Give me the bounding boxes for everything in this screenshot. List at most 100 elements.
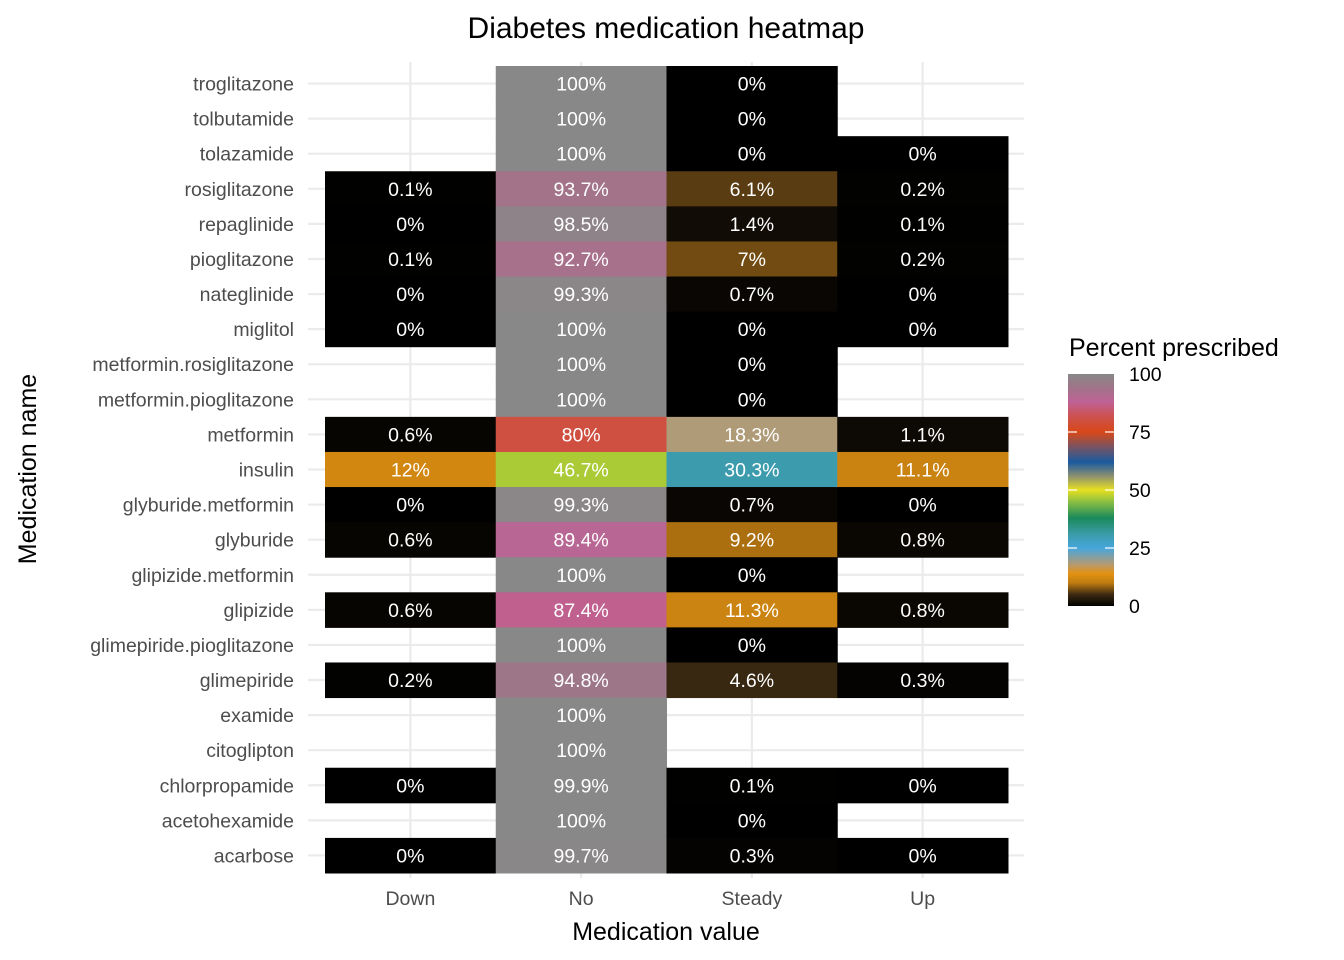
cell-value-label: 0% xyxy=(396,845,424,867)
legend-title: Percent prescribed xyxy=(1069,334,1279,362)
cell-value-label: 99.3% xyxy=(553,495,608,517)
heatmap-tile xyxy=(666,451,838,488)
y-tick-label: pioglitazone xyxy=(190,249,294,271)
heatmap-tile xyxy=(837,522,1009,558)
y-axis-title: Medication name xyxy=(14,374,42,564)
heatmap-tile xyxy=(325,767,497,804)
cell-value-label: 92.7% xyxy=(553,249,608,271)
cell-value-label: 0% xyxy=(396,214,424,236)
heatmap-tile xyxy=(666,802,838,839)
cell-value-label: 100% xyxy=(556,319,606,341)
heatmap-tile xyxy=(325,311,497,348)
heatmap-tile xyxy=(495,136,667,172)
heatmap-tile xyxy=(495,206,667,242)
y-tick-label: chlorpropamide xyxy=(160,775,294,797)
cell-value-label: 98.5% xyxy=(553,214,608,236)
heatmap-tile xyxy=(837,206,1009,242)
cell-value-label: 99.7% xyxy=(553,845,608,867)
cell-value-label: 0% xyxy=(738,635,766,657)
heatmap-tile xyxy=(666,381,838,418)
cell-value-label: 0.1% xyxy=(388,249,432,271)
heatmap-tile xyxy=(837,767,1009,804)
heatmap-tile xyxy=(666,241,838,278)
cell-value-label: 1.1% xyxy=(900,424,944,446)
y-tick-label: acarbose xyxy=(214,845,294,867)
legend-tick-label: 50 xyxy=(1129,480,1151,502)
cell-value-label: 0% xyxy=(909,144,937,166)
cell-value-label: 100% xyxy=(556,74,606,96)
heatmap-tile xyxy=(495,697,667,734)
cell-value-label: 87.4% xyxy=(553,600,608,622)
heatmap-tile xyxy=(325,837,497,874)
cell-value-label: 100% xyxy=(556,810,606,832)
x-axis-title: Medication value xyxy=(572,918,760,946)
x-tick-label: Down xyxy=(385,888,435,910)
heatmap-tile xyxy=(495,522,667,558)
heatmap-tile xyxy=(495,732,667,769)
legend-ticks: 0 25 50 75 100 xyxy=(1068,364,1162,618)
cell-value-label: 100% xyxy=(556,565,606,587)
cell-value-label: 0% xyxy=(909,284,937,306)
cell-value-label: 0% xyxy=(738,74,766,96)
heatmap-tile xyxy=(837,416,1009,453)
cell-value-label: 100% xyxy=(556,740,606,762)
cell-value-label: 4.6% xyxy=(730,670,774,692)
y-tick-label: repaglinide xyxy=(199,214,294,236)
heatmap-tile xyxy=(495,416,667,453)
y-tick-label: nateglinide xyxy=(200,284,294,306)
heatmap-tile xyxy=(495,767,667,804)
cell-labels: 100% 0% 100% 0% 100% 0% 0% 0.1% 93.7% 6.1% 0.2% 0% 9… xyxy=(388,74,949,868)
heatmap-tile xyxy=(325,592,497,628)
heatmap-tile xyxy=(495,276,667,313)
y-tick-label: troglitazone xyxy=(193,74,294,96)
cell-value-label: 0% xyxy=(909,495,937,517)
cell-value-label: 0.8% xyxy=(900,530,944,552)
y-tick-label: tolbutamide xyxy=(193,109,294,131)
y-tick-label: acetohexamide xyxy=(162,810,294,832)
heatmap-tiles xyxy=(325,66,1009,874)
heatmap-tile xyxy=(495,346,667,383)
cell-value-label: 7% xyxy=(738,249,766,271)
heatmap-tile xyxy=(837,311,1009,348)
heatmap-tile xyxy=(325,487,497,523)
heatmap-tile xyxy=(666,557,838,593)
y-tick-label: insulin xyxy=(239,460,294,482)
x-tick-label: No xyxy=(569,888,594,910)
cell-value-label: 0% xyxy=(396,495,424,517)
cell-value-label: 0% xyxy=(738,319,766,341)
cell-value-label: 0.3% xyxy=(900,670,944,692)
cell-value-label: 0.2% xyxy=(900,179,944,201)
cell-value-label: 1.4% xyxy=(730,214,774,236)
cell-value-label: 0.8% xyxy=(900,600,944,622)
cell-value-label: 99.9% xyxy=(553,775,608,797)
heatmap-tile xyxy=(495,627,667,663)
cell-value-label: 0.2% xyxy=(388,670,432,692)
heatmap-tile xyxy=(666,416,838,453)
cell-value-label: 11.1% xyxy=(896,460,950,482)
heatmap-tile xyxy=(666,767,838,804)
y-tick-label: glipizide.metformin xyxy=(131,565,294,587)
cell-value-label: 100% xyxy=(556,705,606,727)
cell-value-label: 0% xyxy=(909,319,937,341)
heatmap-tile xyxy=(837,837,1009,874)
heatmap-tile xyxy=(495,311,667,348)
y-tick-label: rosiglitazone xyxy=(185,179,294,201)
heatmap-tile xyxy=(666,276,838,313)
cell-value-label: 100% xyxy=(556,635,606,657)
heatmap-tile xyxy=(837,241,1009,278)
heatmap-tile xyxy=(495,487,667,523)
cell-value-label: 0% xyxy=(738,565,766,587)
cell-value-label: 0.1% xyxy=(900,214,944,236)
heatmap-tile xyxy=(495,381,667,418)
y-tick-label: glimepiride xyxy=(200,670,294,692)
chart-title: Diabetes medication heatmap xyxy=(468,12,865,45)
cell-value-label: 0.6% xyxy=(388,530,432,552)
y-tick-label: metformin.pioglitazone xyxy=(98,389,294,411)
cell-value-label: 9.2% xyxy=(730,530,774,552)
cell-value-label: 18.3% xyxy=(724,424,779,446)
legend-tick-label: 25 xyxy=(1129,538,1151,560)
heatmap-tile xyxy=(837,662,1009,699)
heatmap-tile xyxy=(495,101,667,137)
cell-value-label: 0.1% xyxy=(388,179,432,201)
